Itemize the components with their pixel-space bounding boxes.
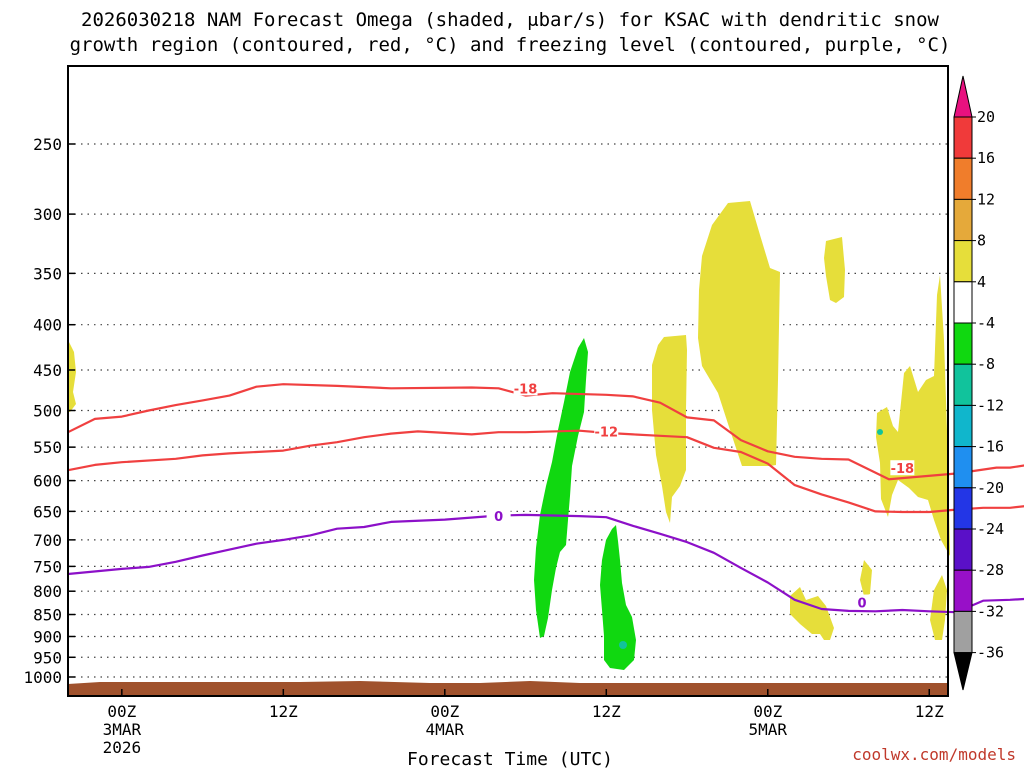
colorbar-segment xyxy=(953,569,973,612)
x-tick-label: 12Z xyxy=(592,702,621,721)
y-tick-label: 300 xyxy=(33,205,62,224)
pressure-axis: 250 300 350 400 450 500 550 600 650 700 750 800 850 9… xyxy=(23,135,75,687)
temperature-contours: -18 -18 -12 -12 0 0 xyxy=(67,380,1024,614)
colorbar-segment xyxy=(953,446,973,489)
plot-border xyxy=(67,65,949,697)
x-date-label: 5MAR xyxy=(749,720,788,739)
x-tick-label: 12Z xyxy=(915,702,944,721)
colorbar-label: 16 xyxy=(977,149,995,167)
colorbar-segment xyxy=(953,528,973,571)
omega-positive-region xyxy=(698,201,780,466)
chart-title-line1: 2026030218 NAM Forecast Omega (shaded, μ… xyxy=(81,9,939,31)
omega-positive-region xyxy=(652,335,687,523)
omega-negative-region xyxy=(534,338,588,638)
colorbar-label: -8 xyxy=(977,355,995,373)
colorbar-segment xyxy=(953,487,973,530)
colorbar-label: -20 xyxy=(977,479,1004,497)
x-date-label: 3MAR xyxy=(103,720,142,739)
credit-link[interactable]: coolwx.com/models xyxy=(852,745,1016,764)
colorbar-segment xyxy=(953,240,973,283)
x-tick-label: 00Z xyxy=(753,702,782,721)
contour-label: -18 xyxy=(514,382,538,397)
contour-label: -18 xyxy=(891,462,915,477)
contour-label-bg xyxy=(849,594,874,610)
omega-positive-region xyxy=(860,560,872,596)
y-tick-label: 900 xyxy=(33,627,62,646)
colorbar-segment xyxy=(953,363,973,406)
x-tick-label: 00Z xyxy=(430,702,459,721)
y-tick-label: 350 xyxy=(33,264,62,283)
chart-title-line2: growth region (contoured, red, °C) and f… xyxy=(70,34,951,56)
colorbar-label: -36 xyxy=(977,644,1004,662)
x-tick-label: 00Z xyxy=(107,702,136,721)
x-axis-label: Forecast Time (UTC) xyxy=(407,749,613,768)
y-tick-label: 250 xyxy=(33,135,62,154)
contour-label-bg xyxy=(594,423,619,439)
contour-label: 0 xyxy=(494,510,503,525)
x-date-label: 4MAR xyxy=(426,720,465,739)
y-tick-label: 500 xyxy=(33,402,62,421)
colorbar-label: 12 xyxy=(977,190,995,208)
omega-positive-region xyxy=(68,340,76,412)
contour-label-bg xyxy=(486,508,511,524)
colorbar-label: -24 xyxy=(977,520,1004,538)
colorbar-top-arrow xyxy=(953,75,973,118)
y-tick-label: 700 xyxy=(33,531,62,550)
contour-label: -12 xyxy=(595,425,619,440)
x-year-label: 2026 xyxy=(103,738,142,757)
contour-label-bg xyxy=(890,460,915,476)
colorbar-label: 8 xyxy=(977,232,986,250)
colorbar-label: -16 xyxy=(977,438,1004,456)
colorbar-segment xyxy=(953,322,973,365)
colorbar-segment xyxy=(953,198,973,242)
colorbar-label: -28 xyxy=(977,561,1004,579)
y-tick-label: 450 xyxy=(33,361,62,380)
omega-minus8-region xyxy=(877,429,883,435)
colorbar-label: -4 xyxy=(977,314,995,332)
contour-line xyxy=(67,383,1024,481)
colorbar-bottom-arrow xyxy=(953,652,973,691)
y-tick-label: 550 xyxy=(33,438,62,457)
colorbar-label: 20 xyxy=(977,108,995,126)
y-tick-label: 950 xyxy=(33,648,62,667)
contour-label-bg xyxy=(513,380,538,396)
colorbar-label: -12 xyxy=(977,396,1004,414)
y-tick-label: 1000 xyxy=(23,668,62,687)
colorbar-segment xyxy=(953,610,973,654)
contour-line xyxy=(67,429,1024,514)
contour-line xyxy=(67,513,1024,614)
omega-minus8-region xyxy=(619,641,627,649)
colorbar-label: -32 xyxy=(977,602,1004,620)
y-tick-label: 800 xyxy=(33,582,62,601)
y-tick-label: 400 xyxy=(33,316,62,335)
omega-positive-region xyxy=(824,237,845,303)
y-tick-label: 600 xyxy=(33,472,62,491)
colorbar-segment xyxy=(953,281,973,324)
contour-label: 0 xyxy=(857,597,866,612)
y-tick-label: 750 xyxy=(33,557,62,576)
colorbar-segment xyxy=(953,404,973,448)
omega-positive-region xyxy=(790,587,834,640)
y-tick-label: 650 xyxy=(33,502,62,521)
colorbar-label: 4 xyxy=(977,273,986,291)
x-tick-label: 12Z xyxy=(269,702,298,721)
y-tick-label: 850 xyxy=(33,606,62,625)
plot-area: -18 -18 -12 -12 0 0 xyxy=(67,65,1024,697)
omega-shading xyxy=(68,201,950,670)
omega-negative-region xyxy=(600,525,636,670)
colorbar: 20 16 12 8 4 -4 -8 -12 -16 -20 -24 -28 -32 -36 xyxy=(953,75,1004,691)
omega-positive-region xyxy=(930,575,947,640)
omega-positive-region xyxy=(876,275,950,556)
colorbar-segment xyxy=(953,116,973,159)
terrain-surface xyxy=(68,681,948,696)
colorbar-segment xyxy=(953,157,973,200)
